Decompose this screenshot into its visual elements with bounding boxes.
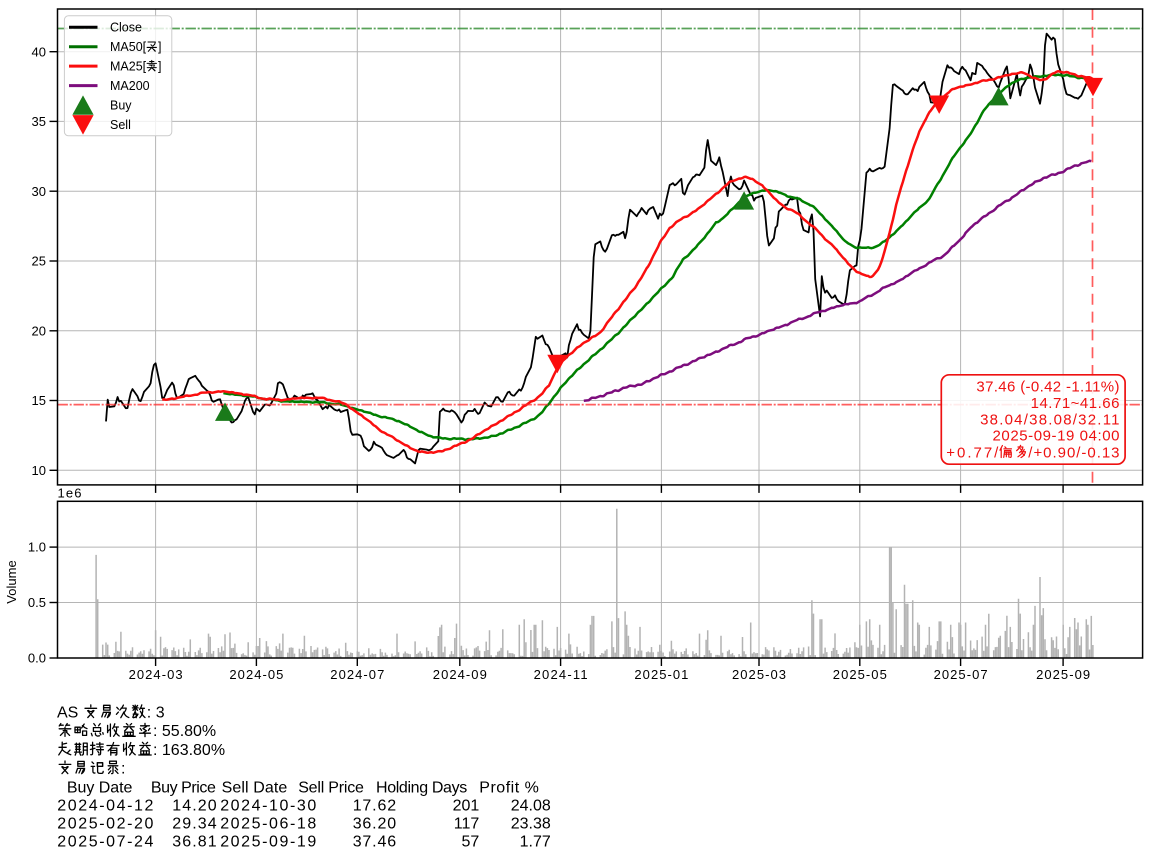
svg-text:57: 57 [462,834,480,851]
svg-text:15: 15 [32,393,46,408]
svg-text:1.77: 1.77 [520,834,551,851]
svg-text:36.20: 36.20 [353,816,396,833]
svg-text:0.0: 0.0 [28,651,46,666]
svg-text:AS: AS [57,705,78,722]
svg-text:2025-07: 2025-07 [934,667,988,682]
svg-text:30: 30 [32,184,46,199]
svg-text:: 163.80%: : 163.80% [153,742,225,759]
svg-text:/+0.90/-0.13: /+0.90/-0.13 [1028,444,1119,461]
svg-text:25: 25 [32,254,46,269]
svg-text:MA200: MA200 [110,79,150,93]
svg-text:35: 35 [32,114,46,129]
svg-text:]: ] [158,40,161,54]
svg-text:2024-10-30: 2024-10-30 [220,798,316,815]
svg-text::: : [121,761,125,778]
svg-text:2024-09: 2024-09 [433,667,487,682]
svg-text:MA50[: MA50[ [110,40,147,54]
svg-text:Profit %: Profit % [479,779,539,796]
svg-text:Buy Date: Buy Date [67,779,133,796]
svg-text:24.08: 24.08 [511,798,551,815]
svg-text:10: 10 [32,463,46,478]
svg-text:2024-03: 2024-03 [129,667,183,682]
svg-text:Volume: Volume [4,560,19,603]
svg-text:Holding Days: Holding Days [376,779,467,796]
svg-text:14.20: 14.20 [172,798,217,815]
svg-text:37.46 (-0.42 -1.11%): 37.46 (-0.42 -1.11%) [976,378,1119,395]
svg-text:38.04/38.08/32.11: 38.04/38.08/32.11 [980,411,1119,428]
svg-text:2025-09-19: 2025-09-19 [220,834,316,851]
svg-text:Close: Close [110,21,142,35]
svg-text:2025-09-19 04:00: 2025-09-19 04:00 [993,427,1120,444]
svg-text:Buy: Buy [110,99,132,113]
svg-text:2024-05: 2024-05 [229,667,283,682]
svg-text:36.81: 36.81 [172,834,217,851]
svg-text:: 55.80%: : 55.80% [153,723,216,740]
svg-text:14.71~41.66: 14.71~41.66 [1031,395,1120,412]
svg-text:1e6: 1e6 [58,486,82,501]
svg-text:1.0: 1.0 [28,540,46,555]
svg-text:23.38: 23.38 [511,816,551,833]
svg-text:2024-07: 2024-07 [330,667,384,682]
svg-text:Sell Price: Sell Price [298,779,364,796]
svg-text:117: 117 [454,816,480,833]
svg-text:: 3: : 3 [147,705,165,722]
svg-text:+0.77/: +0.77/ [946,444,999,461]
svg-text:37.46: 37.46 [353,834,396,851]
svg-text:29.34: 29.34 [172,816,217,833]
svg-text:2025-03: 2025-03 [732,667,786,682]
svg-text:2024-11: 2024-11 [534,667,588,682]
svg-text:2025-01: 2025-01 [634,667,688,682]
svg-text:2025-06-18: 2025-06-18 [220,816,316,833]
svg-text:MA25[: MA25[ [110,60,147,74]
svg-text:2024-04-12: 2024-04-12 [57,798,153,815]
svg-text:201: 201 [453,798,480,815]
svg-text:Sell: Sell [110,118,131,132]
svg-text:Sell Date: Sell Date [222,779,288,796]
svg-text:2025-07-24: 2025-07-24 [57,834,153,851]
svg-text:2025-02-20: 2025-02-20 [57,816,153,833]
svg-text:]: ] [158,60,161,74]
svg-text:17.62: 17.62 [353,798,396,815]
svg-text:Buy Price: Buy Price [151,779,216,796]
svg-text:0.5: 0.5 [28,595,46,610]
svg-text:20: 20 [32,323,46,338]
svg-text:2025-09: 2025-09 [1036,667,1090,682]
svg-text:2025-05: 2025-05 [833,667,887,682]
svg-text:40: 40 [32,44,46,59]
